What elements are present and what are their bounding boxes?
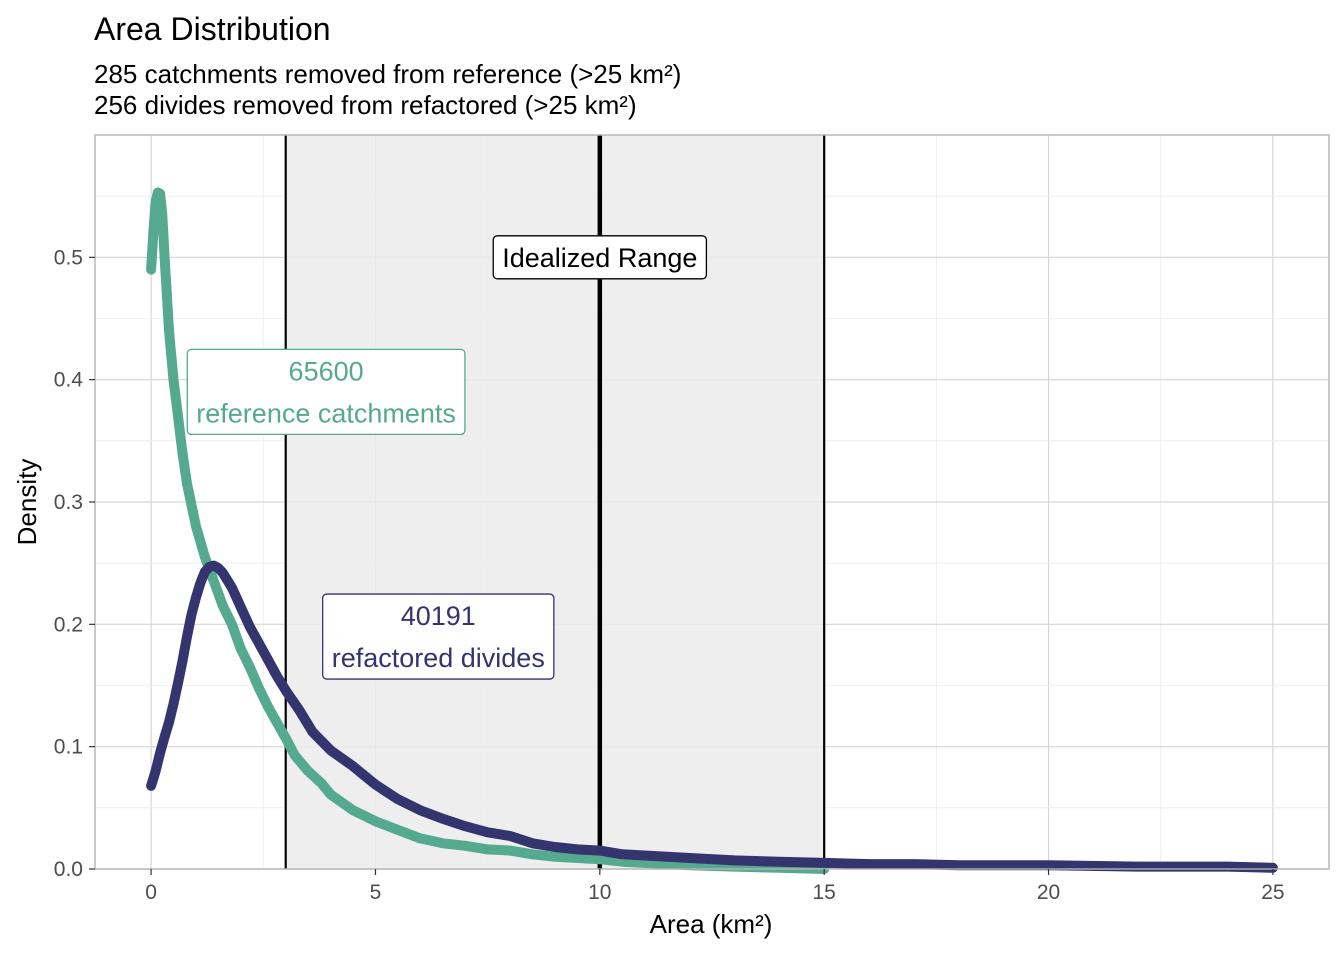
chart-subtitle-line-2: 256 divides removed from refactored (>25…	[94, 90, 637, 120]
x-tick-label: 5	[370, 881, 382, 904]
y-tick-label: 0.5	[54, 246, 83, 269]
series-label-refactored-text-2: refactored divides	[332, 643, 545, 673]
series-label-refactored-box	[322, 593, 555, 680]
y-tick-label: 0.1	[54, 736, 83, 759]
series-label-refactored: 40191 refactored divides	[322, 593, 555, 680]
series-label-reference: 65600 reference catchments	[186, 348, 466, 436]
density-series	[146, 187, 1278, 874]
x-tick-label: 0	[145, 881, 157, 904]
y-tick-label: 0.4	[54, 369, 84, 392]
x-tick-label: 15	[813, 881, 836, 904]
series-line-refactored	[146, 560, 1278, 873]
x-tick-label: 25	[1261, 881, 1284, 904]
x-axis: 0 5 10 15 20 25	[145, 869, 1285, 904]
x-tick-label: 20	[1037, 881, 1060, 904]
y-tick-label: 0.3	[54, 491, 83, 514]
idealized-range-label-text-1: Idealized Range	[502, 243, 697, 273]
y-tick-label: 0.2	[54, 613, 83, 636]
y-axis: 0.0 0.1 0.2 0.3 0.4 0.5	[54, 246, 95, 881]
x-axis-title: Area (km²)	[650, 909, 773, 939]
series-label-reference-text-1: 65600	[289, 356, 364, 386]
y-tick-label: 0.0	[54, 858, 83, 881]
x-tick-label: 10	[588, 881, 611, 904]
y-axis-title: Density	[12, 459, 42, 546]
chart-title: Area Distribution	[94, 11, 331, 47]
idealized-range-label-box	[492, 235, 708, 280]
series-label-reference-box	[186, 348, 466, 436]
idealized-range-label: Idealized Range	[492, 235, 708, 280]
chart-subtitle-line-1: 285 catchments removed from reference (>…	[94, 59, 681, 89]
series-label-refactored-text-1: 40191	[401, 601, 476, 631]
series-line-reference	[146, 187, 830, 874]
series-labels: 65600 reference catchments 40191 refactored…	[186, 235, 708, 680]
series-label-reference-text-2: reference catchments	[196, 398, 456, 428]
